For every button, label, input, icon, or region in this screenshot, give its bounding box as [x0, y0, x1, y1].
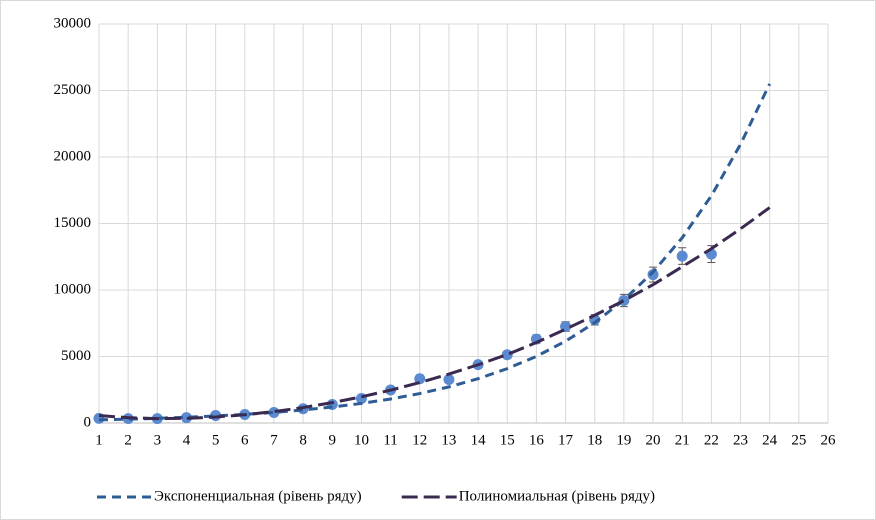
trend-line	[98, 206, 771, 421]
y-tick-label: 30000	[54, 15, 92, 31]
x-tick-label: 3	[154, 432, 162, 448]
x-tick-label: 20	[646, 432, 661, 448]
y-tick-label: 10000	[54, 281, 92, 297]
x-tick-label: 1	[95, 432, 103, 448]
x-tick-label: 25	[791, 432, 806, 448]
x-tick-label: 9	[329, 432, 337, 448]
x-tick-label: 14	[471, 432, 487, 448]
legend-label: Полиномиальная (рівень ряду)	[459, 488, 655, 504]
x-tick-label: 21	[675, 432, 690, 448]
x-tick-label: 23	[733, 432, 748, 448]
data-point	[501, 349, 513, 361]
x-tick-label: 17	[558, 432, 574, 448]
data-point	[676, 250, 688, 262]
data-point	[414, 373, 426, 385]
x-tick-label: 15	[500, 432, 515, 448]
y-tick-label: 20000	[54, 148, 92, 164]
x-tick-label: 19	[616, 432, 631, 448]
x-tick-label: 18	[587, 432, 602, 448]
y-tick-label: 25000	[54, 82, 92, 98]
x-tick-label: 22	[704, 432, 719, 448]
x-tick-label: 10	[354, 432, 369, 448]
data-point	[647, 269, 659, 281]
x-tick-label: 12	[412, 432, 427, 448]
y-tick-label: 0	[84, 414, 92, 430]
legend-label: Экспоненциальная (рівень ряду)	[154, 488, 362, 504]
x-tick-label: 5	[212, 432, 220, 448]
x-tick-label: 7	[270, 432, 278, 448]
x-tick-label: 13	[441, 432, 456, 448]
y-tick-label: 15000	[54, 215, 92, 231]
x-tick-label: 11	[383, 432, 397, 448]
x-tick-label: 8	[299, 432, 307, 448]
x-tick-label: 2	[124, 432, 132, 448]
x-tick-label: 16	[529, 432, 545, 448]
x-tick-label: 6	[241, 432, 249, 448]
data-point	[180, 412, 192, 424]
x-tick-label: 4	[183, 432, 191, 448]
x-tick-label: 24	[762, 432, 778, 448]
x-tick-label: 26	[821, 432, 837, 448]
y-tick-label: 5000	[61, 348, 91, 364]
data-point	[443, 374, 455, 386]
